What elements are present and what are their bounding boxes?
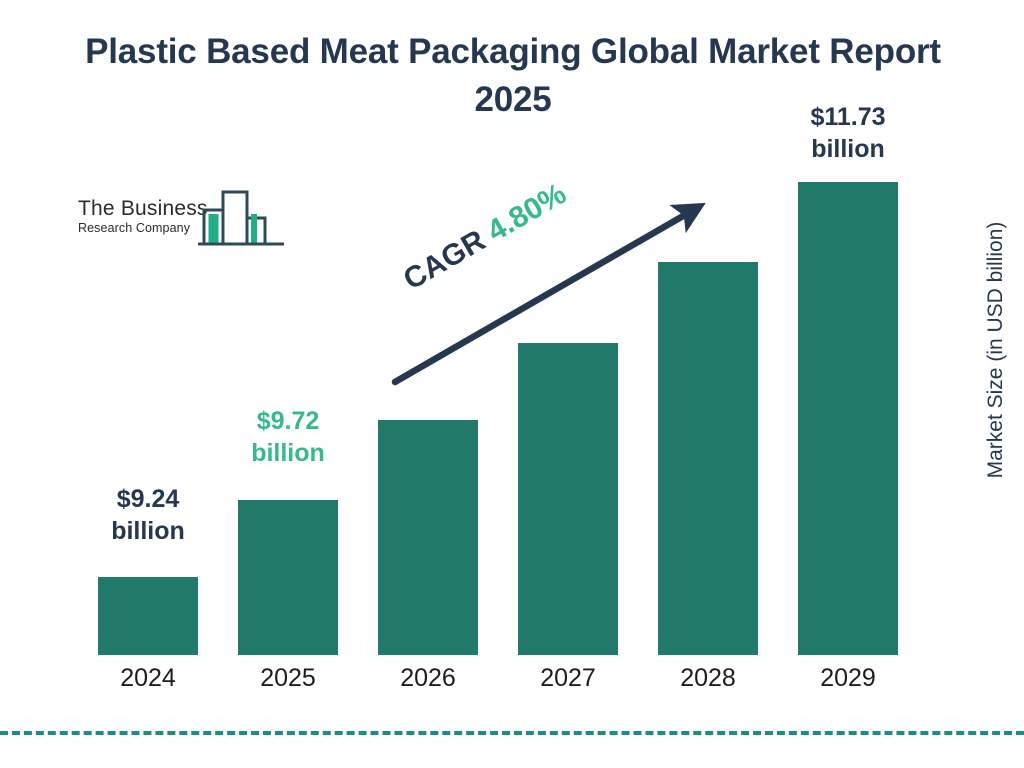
bar-2025 xyxy=(238,500,338,655)
logo-line-2: Research Company xyxy=(78,221,191,235)
cagr-annotation: CAGR 4.80% xyxy=(398,177,572,297)
logo-line-1: The Business xyxy=(78,197,208,220)
value-label-2025: $9.72 billion xyxy=(228,405,348,469)
bar-chart-logo-icon xyxy=(198,190,284,246)
bar-2029 xyxy=(798,182,898,655)
bar-2024 xyxy=(98,577,198,655)
cagr-label: CAGR xyxy=(398,223,492,297)
value-label-2029: $11.73 billion xyxy=(788,101,908,165)
xtick-2026: 2026 xyxy=(400,664,456,692)
value-label-2024-amount: $9.24 xyxy=(116,485,180,513)
value-label-2024-unit: billion xyxy=(111,517,185,545)
value-label-2029-amount: $11.73 xyxy=(810,103,886,131)
footer-divider xyxy=(0,731,1024,735)
xtick-2024: 2024 xyxy=(120,664,176,692)
bar-2027 xyxy=(518,343,618,655)
value-label-2025-amount: $9.72 xyxy=(256,407,320,435)
xtick-2025: 2025 xyxy=(260,664,316,692)
xtick-2027: 2027 xyxy=(540,664,596,692)
company-logo: The Business Research Company xyxy=(78,190,284,262)
cagr-value: 4.80% xyxy=(481,177,572,249)
xtick-2028: 2028 xyxy=(680,664,736,692)
xtick-2029: 2029 xyxy=(820,664,876,692)
y-axis-title: Market Size (in USD billion) xyxy=(984,221,1007,479)
value-label-2025-unit: billion xyxy=(251,439,325,467)
logo-wordmark: The Business Research Company xyxy=(78,197,208,236)
bar-2026 xyxy=(378,420,478,655)
bar-2028 xyxy=(658,262,758,655)
value-label-2029-unit: billion xyxy=(811,135,885,163)
chart-title: Plastic Based Meat Packaging Global Mark… xyxy=(85,32,941,120)
value-label-2024: $9.24 billion xyxy=(88,483,208,547)
